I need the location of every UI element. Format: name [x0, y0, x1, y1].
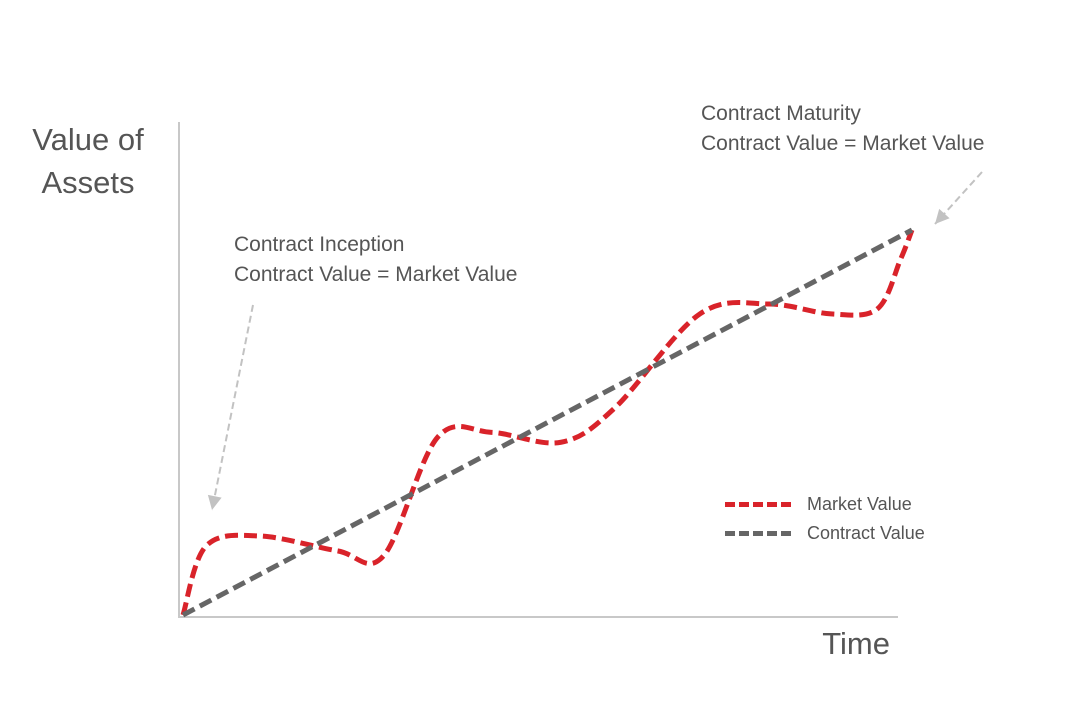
annotation-inception: Contract Inception Contract Value = Mark… [234, 230, 517, 290]
legend-label-market-value: Market Value [807, 494, 912, 514]
legend: Market Value Contract Value [725, 490, 925, 548]
y-axis-label: Value of Assets [18, 118, 158, 204]
series-line-contract-value [181, 227, 914, 618]
annotation-arrow-inception [207, 304, 254, 511]
annotation-maturity-title: Contract Maturity [701, 102, 861, 125]
annotation-maturity: Contract Maturity Contract Value = Marke… [701, 99, 984, 159]
annotation-maturity-detail: Contract Value = Market Value [701, 132, 985, 155]
y-axis-label-line1: Value of [32, 122, 144, 157]
series-line-market-value [180, 229, 915, 616]
y-axis-label-line2: Assets [41, 165, 135, 200]
annotation-arrow-maturity [934, 171, 983, 225]
series-layer [180, 227, 915, 618]
annotation-inception-detail: Contract Value = Market Value [234, 263, 518, 286]
annotation-inception-title: Contract Inception [234, 233, 405, 256]
legend-item-market-value: Market Value [725, 490, 925, 519]
legend-swatch-market-value [725, 502, 791, 507]
x-axis-label: Time [822, 626, 890, 661]
annotation-arrows [207, 171, 983, 511]
legend-label-contract-value: Contract Value [807, 523, 925, 543]
legend-swatch-contract-value [725, 531, 791, 536]
legend-item-contract-value: Contract Value [725, 519, 925, 548]
